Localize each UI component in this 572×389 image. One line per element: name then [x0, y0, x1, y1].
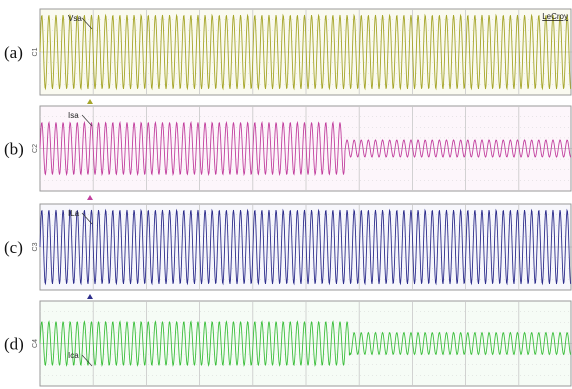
panel-label: (a): [4, 43, 23, 62]
page: {"brand": "LeCroy", "panels": [ {"label"…: [0, 0, 572, 389]
panel-label: (d): [4, 334, 24, 353]
panel-label: (b): [4, 139, 24, 158]
panels: (a) C1 Vsa (b) C2 Isa (c) C3 ILa (d) C4 Ica: [4, 9, 572, 389]
channel-label: C4: [32, 339, 39, 348]
trigger-marker: [87, 99, 93, 104]
trigger-marker: [87, 294, 93, 299]
trace-label: Vsa: [68, 14, 82, 23]
channel-label: C1: [32, 47, 39, 56]
panel-label: (c): [4, 238, 23, 257]
trace-label: Isa: [68, 111, 79, 120]
trace-label: Ica: [68, 351, 79, 360]
scope-figure: (a) C1 Vsa (b) C2 Isa (c) C3 ILa (d) C4 Ica LeCroy: [0, 0, 572, 389]
brand: LeCroy: [542, 12, 568, 21]
channel-label: C2: [32, 144, 39, 153]
channel-label: C3: [32, 242, 39, 251]
trace-label: ILa: [68, 209, 80, 218]
trigger-marker: [87, 195, 93, 200]
